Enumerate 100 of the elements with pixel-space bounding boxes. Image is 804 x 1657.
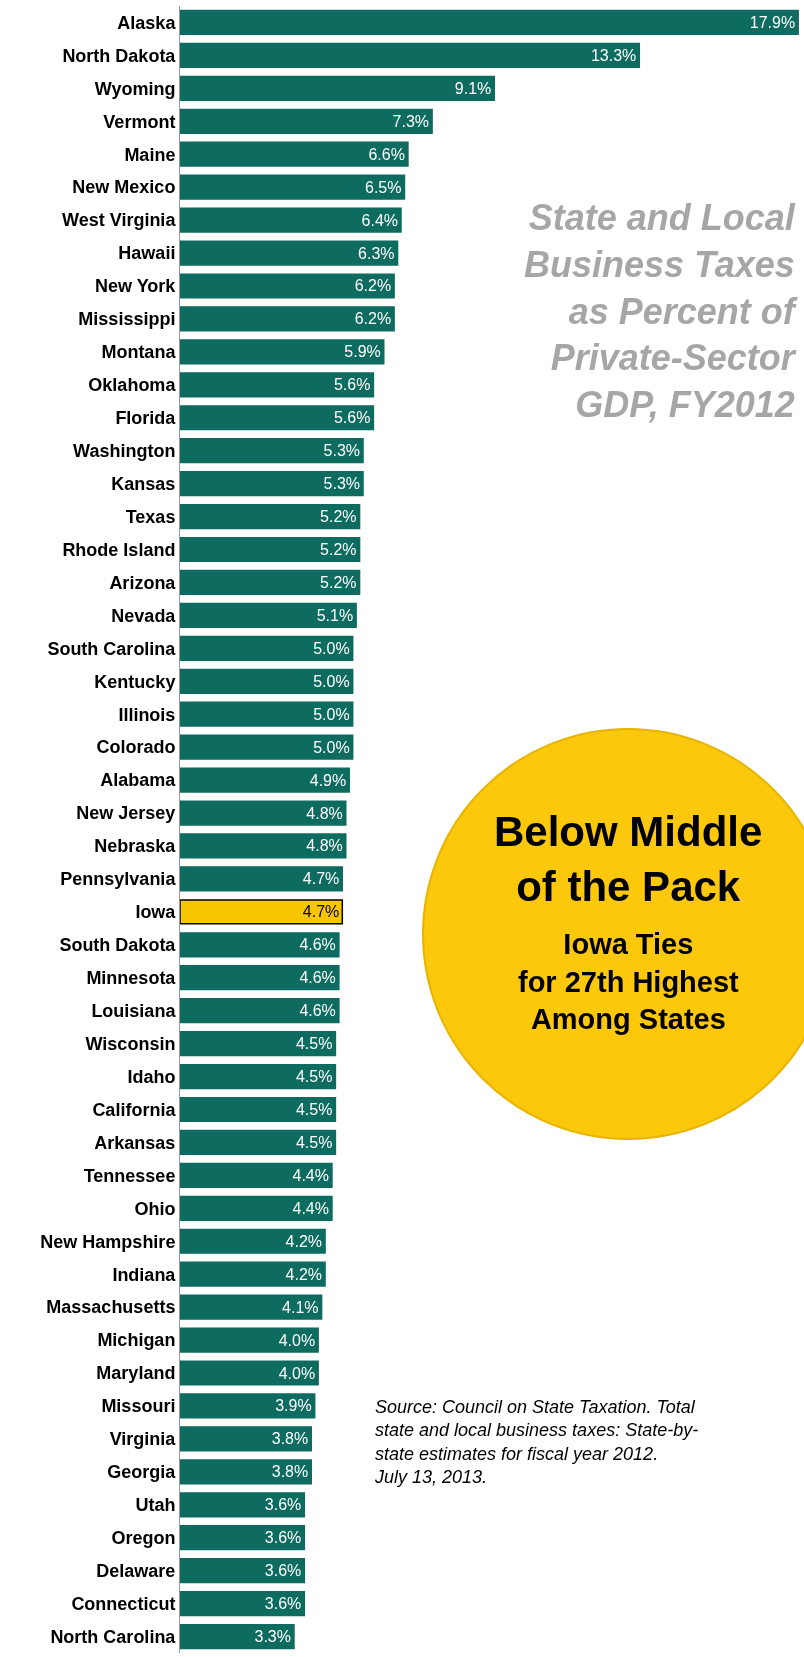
bar: [180, 602, 357, 628]
data-label: 6.4%: [361, 211, 399, 229]
bar: [180, 207, 402, 233]
bar: [180, 438, 364, 464]
data-label: 4.6%: [299, 1002, 336, 1020]
bar: [180, 1063, 337, 1090]
data-label: 4.7%: [302, 903, 340, 921]
y-tick-label: New Mexico: [72, 177, 176, 198]
bar: [180, 536, 361, 563]
data-label: 4.4%: [292, 1199, 329, 1217]
bar: [180, 503, 361, 530]
bar: [180, 1327, 319, 1353]
data-label: 3.6%: [264, 1562, 302, 1580]
bar: [180, 1096, 337, 1123]
bar: [180, 767, 350, 793]
annotation: Below Middle of the Pack: [494, 808, 763, 910]
bar: [180, 1525, 306, 1551]
y-tick-label: New Jersey: [76, 803, 176, 824]
data-label: 17.9%: [749, 13, 796, 31]
y-tick-label: North Dakota: [62, 45, 177, 66]
data-label: 4.0%: [278, 1331, 316, 1349]
bar: [180, 635, 354, 661]
bar: [180, 965, 340, 991]
y-tick-label: New Hampshire: [40, 1231, 176, 1252]
bar: [180, 1459, 312, 1485]
bar: [180, 42, 641, 69]
data-label: 6.5%: [365, 178, 402, 196]
y-tick-label: Maine: [124, 144, 176, 165]
y-tick-label: Minnesota: [86, 968, 177, 989]
data-label: 4.4%: [292, 1166, 329, 1184]
data-label: 5.3%: [323, 442, 361, 460]
y-tick-label: Virginia: [109, 1429, 177, 1450]
y-tick-label: Hawaii: [118, 243, 176, 264]
data-label: 4.5%: [295, 1133, 333, 1151]
data-label: 5.1%: [316, 606, 354, 624]
data-label: 4.2%: [285, 1232, 323, 1250]
bar: [180, 569, 361, 596]
y-tick-label: Massachusetts: [46, 1297, 176, 1318]
bar: [180, 9, 799, 36]
y-tick-label: Nevada: [111, 605, 177, 626]
bar: [180, 1129, 337, 1156]
bar: [180, 306, 395, 332]
bar: [180, 405, 375, 431]
data-label: 4.5%: [295, 1035, 333, 1053]
bar: [180, 899, 344, 925]
bar: [180, 701, 354, 727]
y-tick-label: Alaska: [117, 12, 177, 33]
bar: [180, 240, 399, 266]
y-tick-label: Mississippi: [78, 309, 176, 330]
y-tick-label: Louisiana: [91, 1000, 177, 1021]
y-tick-label: Arkansas: [94, 1132, 176, 1153]
bar: [180, 1558, 306, 1584]
y-tick-label: Colorado: [96, 737, 176, 758]
bar: [180, 800, 347, 826]
data-label: 3.3%: [254, 1628, 291, 1646]
y-tick-label: Georgia: [107, 1462, 177, 1483]
data-label: 4.5%: [295, 1068, 333, 1086]
data-label: 4.9%: [309, 771, 347, 789]
bar: [180, 668, 354, 694]
bar: [180, 174, 406, 200]
y-tick-label: Montana: [101, 342, 177, 363]
y-tick-label: Delaware: [96, 1560, 176, 1581]
y-tick-label: South Dakota: [59, 935, 177, 956]
data-label: 5.0%: [313, 738, 350, 756]
annotation: Iowa Ties for 27th Highest Among States: [518, 928, 740, 1036]
data-label: 4.0%: [278, 1364, 316, 1382]
y-tick-label: Arizona: [109, 572, 177, 593]
data-label: 5.9%: [344, 343, 381, 361]
bar: [180, 1294, 323, 1320]
bar: [180, 866, 344, 892]
data-label: 3.8%: [271, 1430, 309, 1448]
bar: [180, 1031, 337, 1057]
bar: [180, 1228, 326, 1254]
data-label: 5.3%: [323, 475, 361, 493]
data-label: 4.1%: [282, 1298, 319, 1316]
y-tick-label: Missouri: [101, 1396, 176, 1417]
y-tick-label: Wisconsin: [85, 1033, 176, 1054]
bar: [180, 1590, 306, 1617]
y-tick-label: Michigan: [97, 1330, 176, 1351]
data-label: 5.0%: [313, 705, 350, 723]
data-label: 6.2%: [354, 310, 392, 328]
y-tick-label: Indiana: [112, 1264, 177, 1285]
data-label: 4.8%: [306, 804, 343, 822]
data-label: 5.6%: [333, 376, 371, 394]
y-tick-label: Connecticut: [71, 1593, 176, 1614]
y-tick-label: Kentucky: [94, 671, 176, 692]
bar: [180, 1492, 306, 1518]
data-label: 4.7%: [302, 870, 340, 888]
y-tick-label: South Carolina: [47, 638, 177, 659]
data-label: 3.6%: [264, 1595, 302, 1613]
data-label: 5.6%: [333, 409, 371, 427]
bar: [180, 932, 340, 958]
annotation: Source: Council on State Taxation. Total state and local business taxes: State-by- state estimates for fiscal year 2012. July 13, 2013.: [374, 1397, 699, 1488]
y-tick-label: California: [92, 1099, 177, 1120]
bar: [180, 141, 409, 167]
y-tick-label: Tennessee: [83, 1165, 176, 1186]
y-tick-label: Maryland: [96, 1363, 176, 1384]
bar: [180, 1393, 316, 1419]
y-tick-label: North Carolina: [50, 1626, 177, 1647]
bar: [180, 833, 347, 859]
